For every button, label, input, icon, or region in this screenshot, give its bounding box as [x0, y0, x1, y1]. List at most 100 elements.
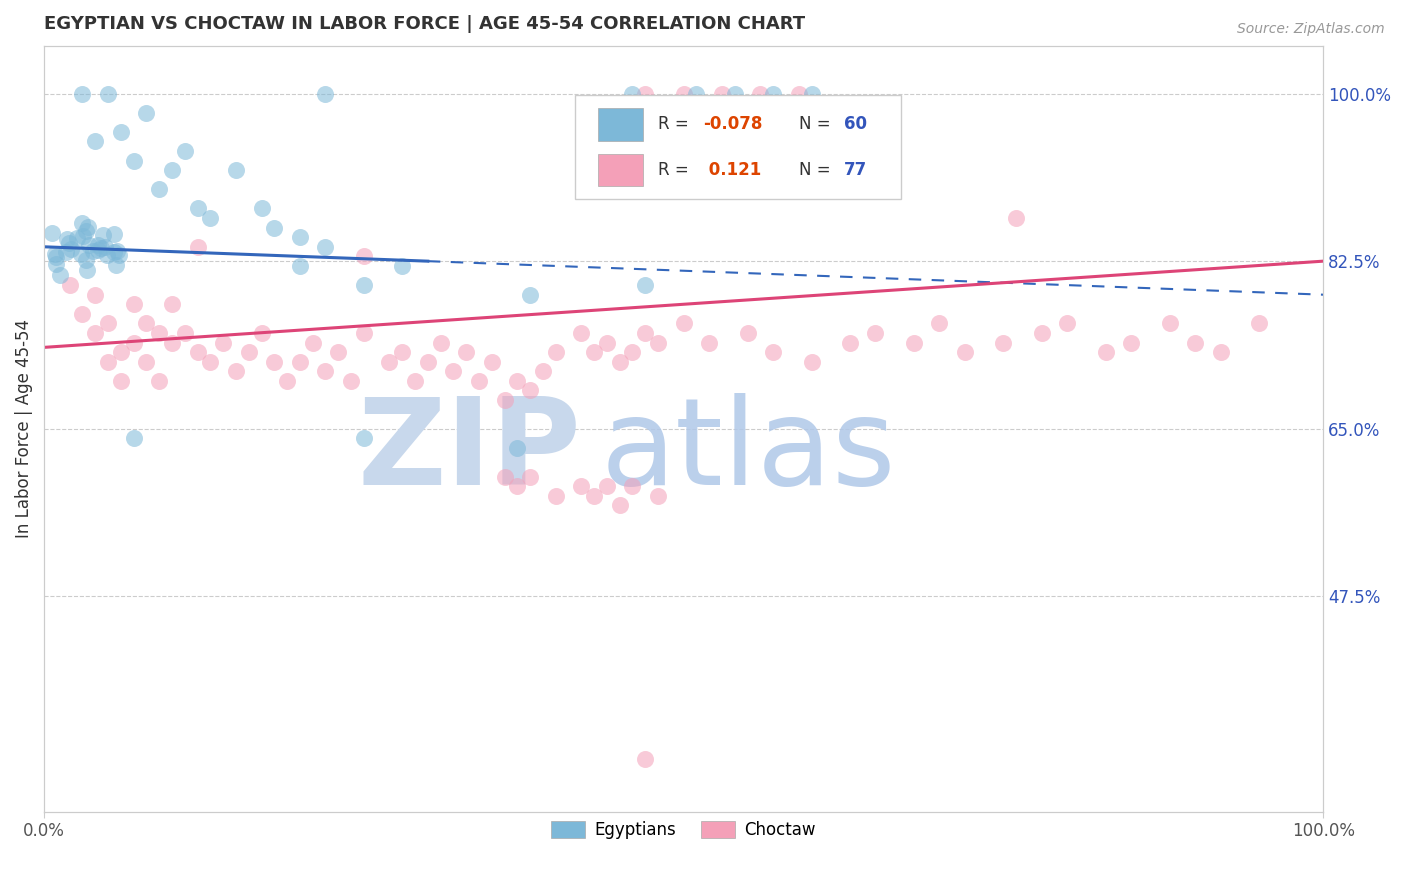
- Point: [583, 489, 606, 503]
- Point: [1005, 211, 1028, 225]
- Point: [621, 345, 644, 359]
- Point: [148, 374, 170, 388]
- Point: [800, 87, 823, 101]
- Point: [200, 211, 222, 225]
- Point: [135, 355, 157, 369]
- Point: [519, 384, 541, 398]
- Point: [647, 489, 669, 503]
- Point: [86, 238, 108, 252]
- Point: [340, 374, 363, 388]
- Text: -0.078: -0.078: [703, 115, 762, 134]
- Point: [609, 355, 631, 369]
- Point: [108, 247, 131, 261]
- Point: [391, 345, 413, 359]
- Point: [596, 479, 619, 493]
- Point: [45, 257, 67, 271]
- Point: [672, 87, 695, 101]
- Point: [122, 335, 145, 350]
- Point: [160, 163, 183, 178]
- Point: [110, 345, 132, 359]
- Point: [634, 278, 657, 293]
- FancyBboxPatch shape: [598, 108, 643, 141]
- Point: [1249, 317, 1271, 331]
- Point: [84, 135, 107, 149]
- Point: [903, 335, 925, 350]
- Point: [276, 374, 298, 388]
- Point: [1056, 317, 1078, 331]
- Point: [609, 499, 631, 513]
- Point: [378, 355, 401, 369]
- Text: EGYPTIAN VS CHOCTAW IN LABOR FORCE | AGE 45-54 CORRELATION CHART: EGYPTIAN VS CHOCTAW IN LABOR FORCE | AGE…: [44, 15, 806, 33]
- Point: [110, 374, 132, 388]
- Point: [749, 87, 772, 101]
- Point: [84, 287, 107, 301]
- Point: [75, 252, 97, 267]
- Point: [544, 489, 567, 503]
- Y-axis label: In Labor Force | Age 45-54: In Labor Force | Age 45-54: [15, 319, 32, 538]
- Point: [353, 431, 375, 445]
- Point: [391, 259, 413, 273]
- Point: [94, 240, 117, 254]
- Point: [72, 228, 94, 243]
- Point: [187, 240, 209, 254]
- Point: [569, 326, 592, 340]
- Text: 60: 60: [844, 115, 866, 134]
- Point: [328, 345, 350, 359]
- Point: [634, 87, 657, 101]
- Point: [72, 307, 94, 321]
- Point: [569, 479, 592, 493]
- Point: [55, 244, 77, 259]
- Point: [1121, 335, 1143, 350]
- Point: [1094, 345, 1116, 359]
- Point: [697, 335, 720, 350]
- Point: [87, 243, 110, 257]
- Point: [1031, 326, 1053, 340]
- Point: [70, 247, 93, 261]
- Point: [1184, 335, 1206, 350]
- Point: [122, 431, 145, 445]
- Point: [77, 220, 100, 235]
- Point: [135, 317, 157, 331]
- Point: [685, 87, 707, 101]
- Point: [135, 105, 157, 120]
- Point: [97, 87, 120, 101]
- Point: [148, 182, 170, 196]
- Point: [724, 87, 747, 101]
- Point: [737, 326, 759, 340]
- Point: [72, 87, 94, 101]
- Point: [225, 163, 247, 178]
- Text: ZIP: ZIP: [357, 393, 581, 510]
- Point: [429, 335, 451, 350]
- Point: [59, 278, 82, 293]
- Point: [49, 268, 72, 283]
- Point: [315, 364, 337, 378]
- Point: [110, 125, 132, 139]
- Point: [122, 153, 145, 168]
- FancyBboxPatch shape: [598, 153, 643, 186]
- Point: [762, 87, 785, 101]
- Point: [353, 249, 375, 263]
- Legend: Egyptians, Choctaw: Egyptians, Choctaw: [544, 814, 823, 846]
- Point: [187, 202, 209, 216]
- Point: [787, 87, 810, 101]
- Text: R =: R =: [658, 115, 695, 134]
- Point: [441, 364, 464, 378]
- Text: 77: 77: [844, 161, 866, 179]
- Point: [225, 364, 247, 378]
- Point: [103, 244, 125, 259]
- Point: [506, 441, 529, 455]
- Point: [494, 392, 516, 407]
- Point: [315, 240, 337, 254]
- Point: [506, 374, 529, 388]
- Point: [531, 364, 554, 378]
- Point: [75, 224, 97, 238]
- Point: [76, 263, 98, 277]
- Point: [41, 226, 63, 240]
- Point: [596, 335, 619, 350]
- Point: [44, 247, 66, 261]
- Point: [494, 469, 516, 483]
- Point: [105, 258, 128, 272]
- Text: N =: N =: [799, 115, 835, 134]
- Point: [238, 345, 260, 359]
- Point: [634, 326, 657, 340]
